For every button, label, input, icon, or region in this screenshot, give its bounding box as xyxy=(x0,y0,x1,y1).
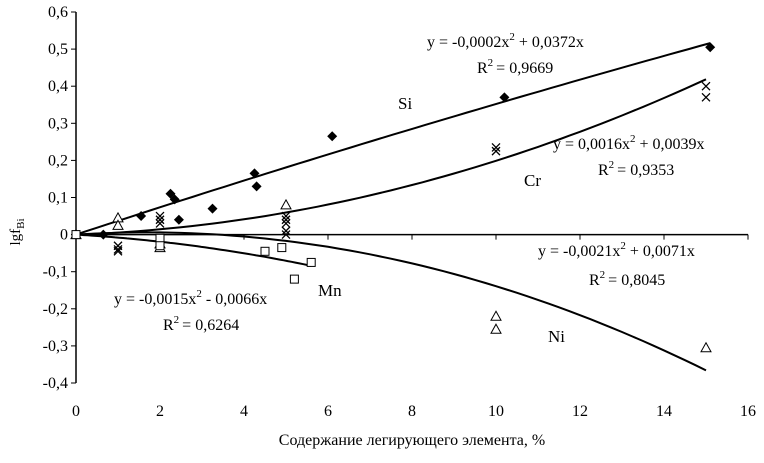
y-tick-label: -0,3 xyxy=(43,338,68,355)
x-tick-label: 14 xyxy=(656,403,672,420)
eq-si-main: y = -0,0002x xyxy=(427,34,509,51)
point-si xyxy=(327,131,338,142)
point-cr xyxy=(491,142,501,152)
point-si xyxy=(499,92,510,103)
y-tick-label: 0,5 xyxy=(48,41,68,58)
point-cr xyxy=(155,215,165,225)
equation-mn: y = -0,0015x2 - 0,0066x R2 = 0,6264 xyxy=(114,288,267,334)
y-tick-label: -0,1 xyxy=(43,264,68,281)
point-mn xyxy=(306,257,316,267)
point-si xyxy=(169,194,180,205)
x-tick-label: 0 xyxy=(72,403,80,420)
point-cr xyxy=(281,230,291,240)
trend-line-cr xyxy=(75,78,707,236)
y-axis-label: lgfBi xyxy=(8,218,27,245)
svg-text:y = 0,0016x2 + 0,0039x: y = 0,0016x2 + 0,0039x xyxy=(553,133,705,153)
equation-cr: y = 0,0016x2 + 0,0039x R2 = 0,9353 xyxy=(553,133,705,179)
axes: 0,60,50,40,30,20,10-0,1-0,2-0,3-0,40 2 4 6 8… xyxy=(43,4,756,420)
x-tick-label: 6 xyxy=(324,403,332,420)
point-ni xyxy=(280,198,292,210)
point-si xyxy=(173,214,184,225)
trend-line-mn xyxy=(75,233,312,267)
equation-si: y = -0,0002x2 + 0,0372x R2 = 0,9669 xyxy=(427,31,584,77)
point-cr xyxy=(281,219,291,228)
point-ni xyxy=(112,219,124,230)
svg-text:y = -0,0002x2 + 0,0372x: y = -0,0002x2 + 0,0372x xyxy=(427,31,584,51)
point-mn xyxy=(71,230,81,240)
y-tick-label: -0,4 xyxy=(43,375,68,392)
point-si xyxy=(705,42,716,53)
data-points xyxy=(70,42,716,353)
series-label-si: Si xyxy=(398,94,412,113)
point-ni xyxy=(490,323,502,334)
x-tick-label: 12 xyxy=(572,403,588,420)
svg-text:R2= 0,6264: R2 = 0,6264 xyxy=(163,314,239,334)
point-cr xyxy=(281,215,291,225)
point-cr xyxy=(701,81,711,91)
svg-text:R2= 0,9353: R2 = 0,9353 xyxy=(598,159,674,179)
y-tick-label: 0 xyxy=(60,227,68,244)
x-tick-label: 2 xyxy=(156,403,164,420)
series-label-mn: Mn xyxy=(318,281,342,300)
svg-text:y = -0,0015x2 - 0,0066x: y = -0,0015x2 - 0,0066x xyxy=(114,288,267,308)
point-mn xyxy=(260,246,270,256)
point-cr xyxy=(155,211,165,221)
point-mn xyxy=(155,233,165,243)
series-label-ni: Ni xyxy=(548,327,565,346)
y-tick-label: 0,4 xyxy=(48,78,68,95)
point-mn xyxy=(277,243,287,253)
svg-text:R2= 0,8045: R2 = 0,8045 xyxy=(589,269,665,289)
point-ni xyxy=(490,310,502,321)
eq-si-tail: + 0,0372x xyxy=(515,34,584,51)
trend-line-si xyxy=(75,42,711,236)
point-mn xyxy=(289,274,299,284)
trend-lines xyxy=(75,42,711,372)
point-cr xyxy=(113,246,123,256)
y-tick-label: 0,3 xyxy=(48,115,68,132)
x-axis-label: Содержание легирующего элемента, % xyxy=(279,432,545,449)
series-label-cr: Cr xyxy=(524,171,541,190)
x-tick-label: 4 xyxy=(240,403,248,420)
y-tick-label: 0,2 xyxy=(48,152,68,169)
x-tick-label: 16 xyxy=(740,403,756,420)
point-ni xyxy=(700,341,712,353)
point-si xyxy=(251,181,262,192)
point-cr xyxy=(155,219,165,228)
y-tick-label: 0,6 xyxy=(48,4,68,21)
y-tick-label: -0,2 xyxy=(43,301,68,318)
point-si xyxy=(249,168,260,179)
point-si xyxy=(98,229,109,240)
point-cr xyxy=(701,92,711,102)
point-si xyxy=(207,203,218,214)
point-si xyxy=(136,211,147,222)
y-tick-label: 0,1 xyxy=(48,190,68,207)
x-tick-label: 10 xyxy=(488,403,504,420)
point-cr xyxy=(491,146,501,156)
r2-si: = 0,9669 xyxy=(496,60,553,77)
point-mn xyxy=(155,241,165,251)
trend-line-ni xyxy=(75,231,707,372)
svg-text:y = -0,0021x2 + 0,0071x: y = -0,0021x2 + 0,0071x xyxy=(538,240,695,260)
point-cr xyxy=(281,211,291,221)
x-tick-label: 8 xyxy=(408,403,416,420)
equation-ni: y = -0,0021x2 + 0,0071x R2 = 0,8045 xyxy=(538,240,695,289)
point-cr xyxy=(281,226,291,236)
svg-text:R2= 0,9669: R2 = 0,9669 xyxy=(477,57,553,77)
point-cr xyxy=(113,244,123,254)
